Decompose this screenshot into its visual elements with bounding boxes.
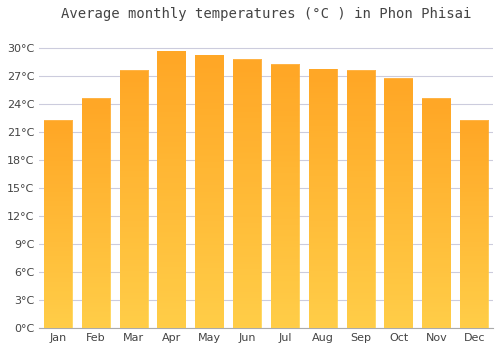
Bar [233,60,262,328]
Bar [460,121,488,328]
Bar [44,121,72,328]
Bar [422,99,450,328]
Bar [196,55,224,328]
Bar [346,71,375,328]
Bar [120,71,148,328]
Title: Average monthly temperatures (°C ) in Phon Phisai: Average monthly temperatures (°C ) in Ph… [61,7,472,21]
Bar [158,51,186,328]
Bar [308,69,337,328]
Bar [82,99,110,328]
Bar [271,65,300,328]
Bar [384,79,412,328]
